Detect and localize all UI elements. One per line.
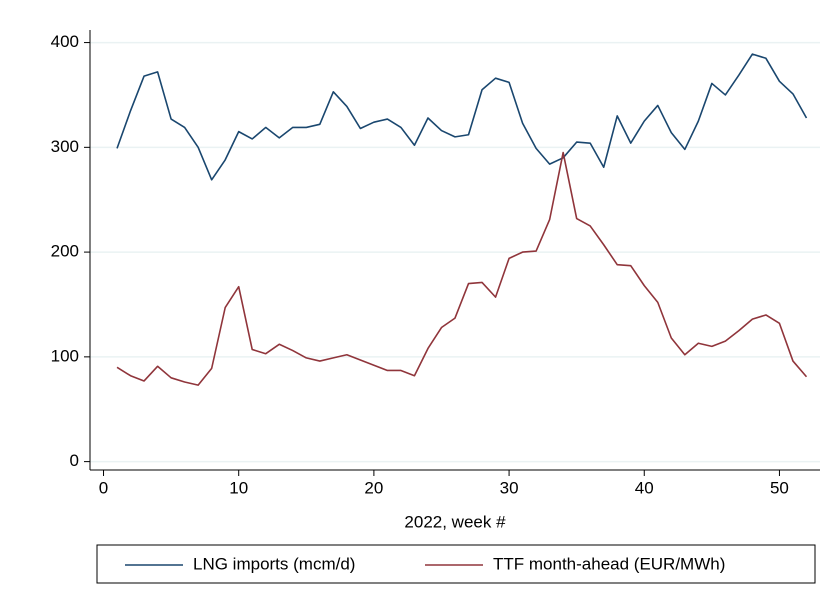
x-axis-label: 2022, week # (404, 512, 506, 531)
x-tick-label: 40 (635, 478, 654, 497)
legend-box (96, 544, 816, 584)
x-tick-label: 10 (229, 478, 248, 497)
x-tick-label: 30 (500, 478, 519, 497)
y-tick-label: 300 (51, 137, 79, 156)
series-line (116, 53, 808, 181)
y-tick-label: 0 (70, 451, 79, 470)
x-tick-label: 50 (770, 478, 789, 497)
x-tick-label: 20 (364, 478, 383, 497)
series-line (116, 151, 808, 386)
x-tick-label: 0 (99, 478, 108, 497)
legend-label: LNG imports (mcm/d) (193, 554, 355, 573)
y-tick-label: 400 (51, 32, 79, 51)
y-tick-label: 100 (51, 346, 79, 365)
y-tick-label: 200 (51, 242, 79, 261)
legend-label: TTF month-ahead (EUR/MWh) (493, 554, 725, 573)
